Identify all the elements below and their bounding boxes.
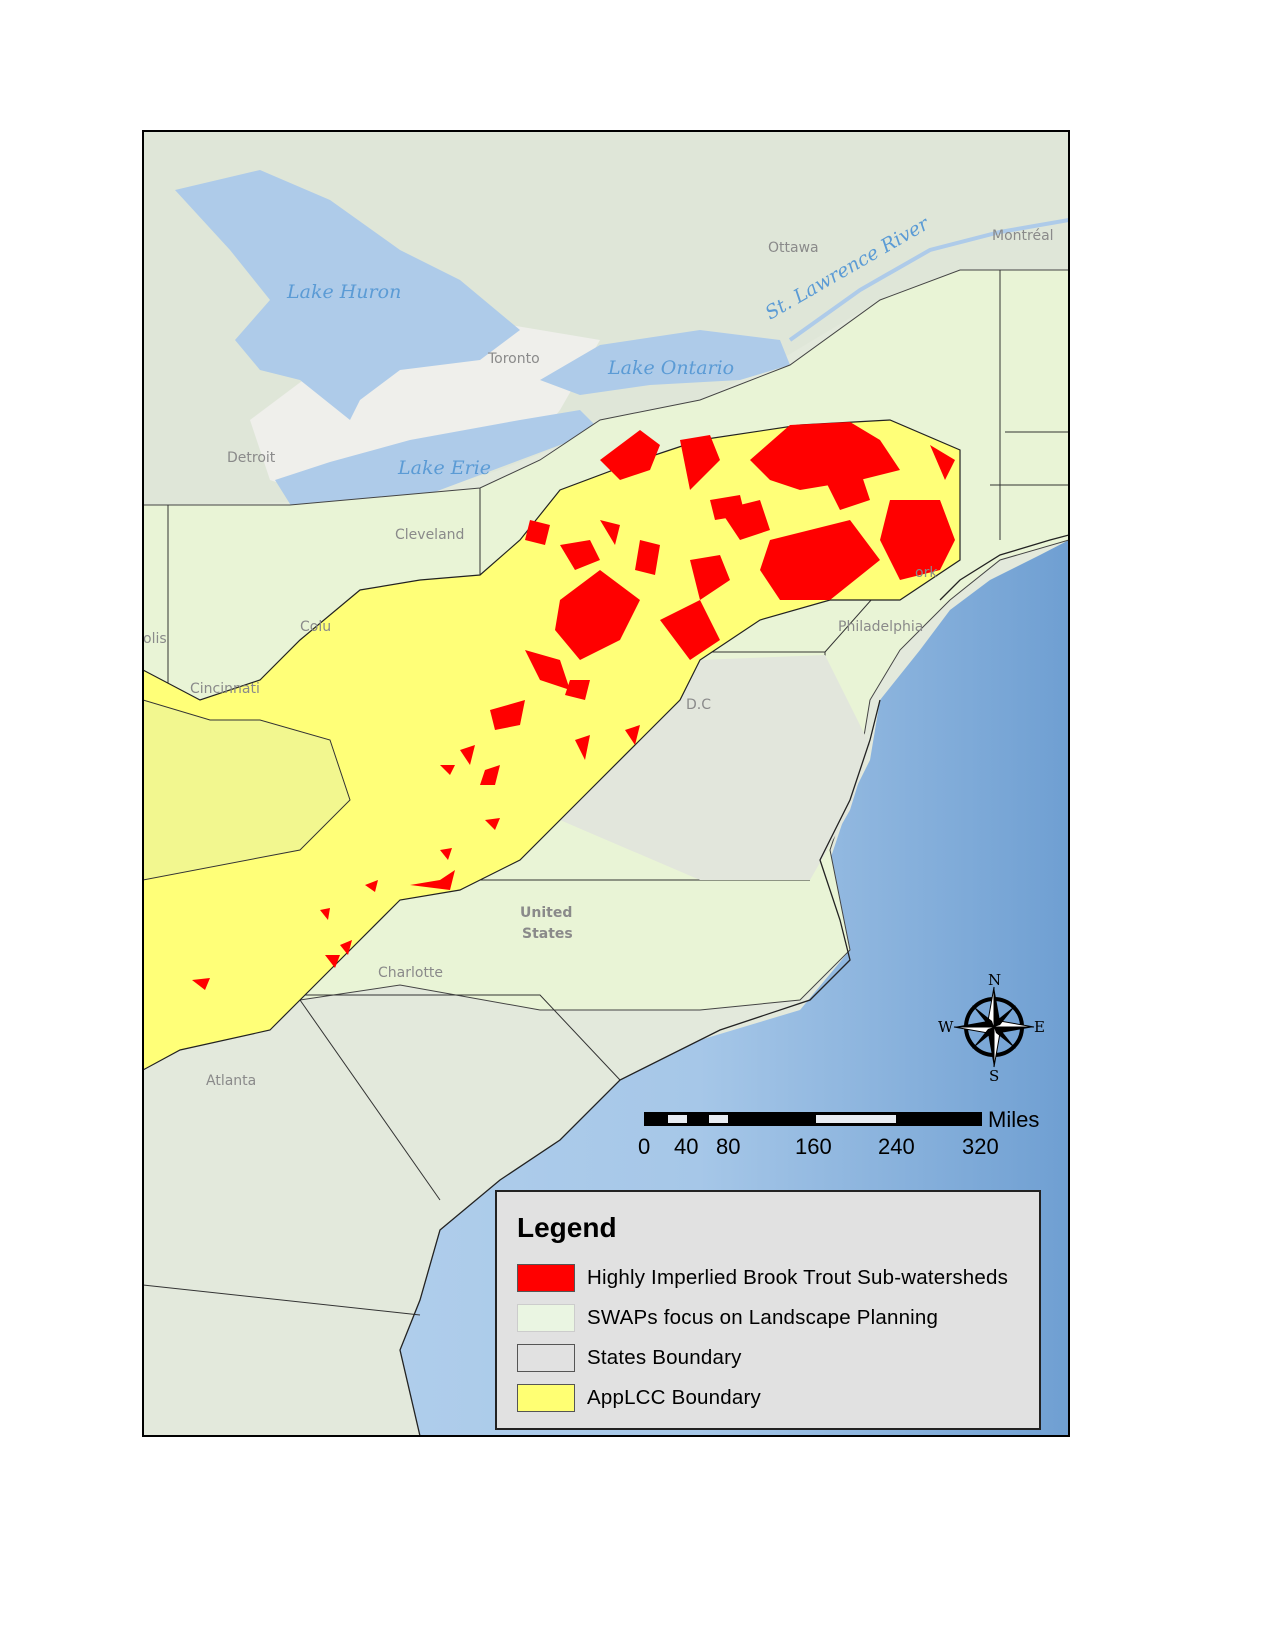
legend-item-swaps: SWAPs focus on Landscape Planning [517,1303,938,1333]
legend-item-brook-trout: Highly Imperlied Brook Trout Sub-watersh… [517,1263,1008,1293]
legend-swatch [517,1384,575,1412]
label-philadelphia: Philadelphia [838,619,923,635]
scale-tick: 80 [716,1134,740,1159]
label-lake-huron: Lake Huron [286,281,401,303]
legend-swatch [517,1304,575,1332]
legend-label: Highly Imperlied Brook Trout Sub-watersh… [587,1266,1009,1289]
scale-tick: 320 [962,1134,999,1159]
scale-tick: 240 [878,1134,915,1159]
scale-tick: 0 [638,1134,650,1159]
applcc-region [143,419,961,1071]
applcc-outer-band [143,699,351,881]
legend-label: SWAPs focus on Landscape Planning [587,1306,939,1329]
lake-erie-shape [275,410,600,520]
scale-tick: 40 [674,1134,698,1159]
st-lawrence-river [788,218,1069,342]
label-toronto: Toronto [487,351,540,367]
label-cincinnati: Cincinnati [190,681,260,697]
legend-swatch [517,1264,575,1292]
legend-label: States Boundary [587,1346,742,1369]
scale-tick: 160 [795,1134,832,1159]
lake-huron-shape [175,170,520,420]
brook-trout-subwatersheds [192,422,955,990]
label-united: United [520,905,572,921]
scale-bar: Miles 0 40 80 160 240 320 [638,1107,1039,1159]
lake-ontario-shape [540,330,790,395]
compass-w: W [938,1018,954,1036]
compass-rose-icon: N S E W [938,971,1045,1085]
label-charlotte: Charlotte [378,965,443,981]
legend-item-states: States Boundary [517,1343,742,1373]
legend-swatch [517,1344,575,1372]
label-indianapolis: olis [143,631,167,647]
label-dc: D.C [686,697,711,713]
compass-e: E [1034,1018,1045,1036]
legend-title: Legend [517,1212,617,1243]
label-columbus: Colu [300,619,331,635]
scale-unit: Miles [988,1107,1039,1132]
coastline [399,534,1069,1436]
legend: Legend Highly Imperlied Brook Trout Sub-… [495,1190,1041,1430]
legend-label: AppLCC Boundary [587,1386,761,1409]
label-lake-ontario: Lake Ontario [607,357,734,379]
label-montreal: Montréal [992,228,1054,244]
mid-atlantic-land [560,655,870,880]
compass-n: N [988,971,1001,989]
label-new-york: ork [915,565,938,581]
compass-s: S [989,1067,999,1085]
label-lake-erie: Lake Erie [397,457,491,479]
label-detroit: Detroit [227,450,276,466]
label-cleveland: Cleveland [395,527,464,543]
label-states: States [522,926,573,942]
map-frame [142,130,1070,1437]
label-atlanta: Atlanta [206,1073,256,1089]
label-ottawa: Ottawa [768,240,819,256]
legend-item-applcc: AppLCC Boundary [517,1383,761,1413]
